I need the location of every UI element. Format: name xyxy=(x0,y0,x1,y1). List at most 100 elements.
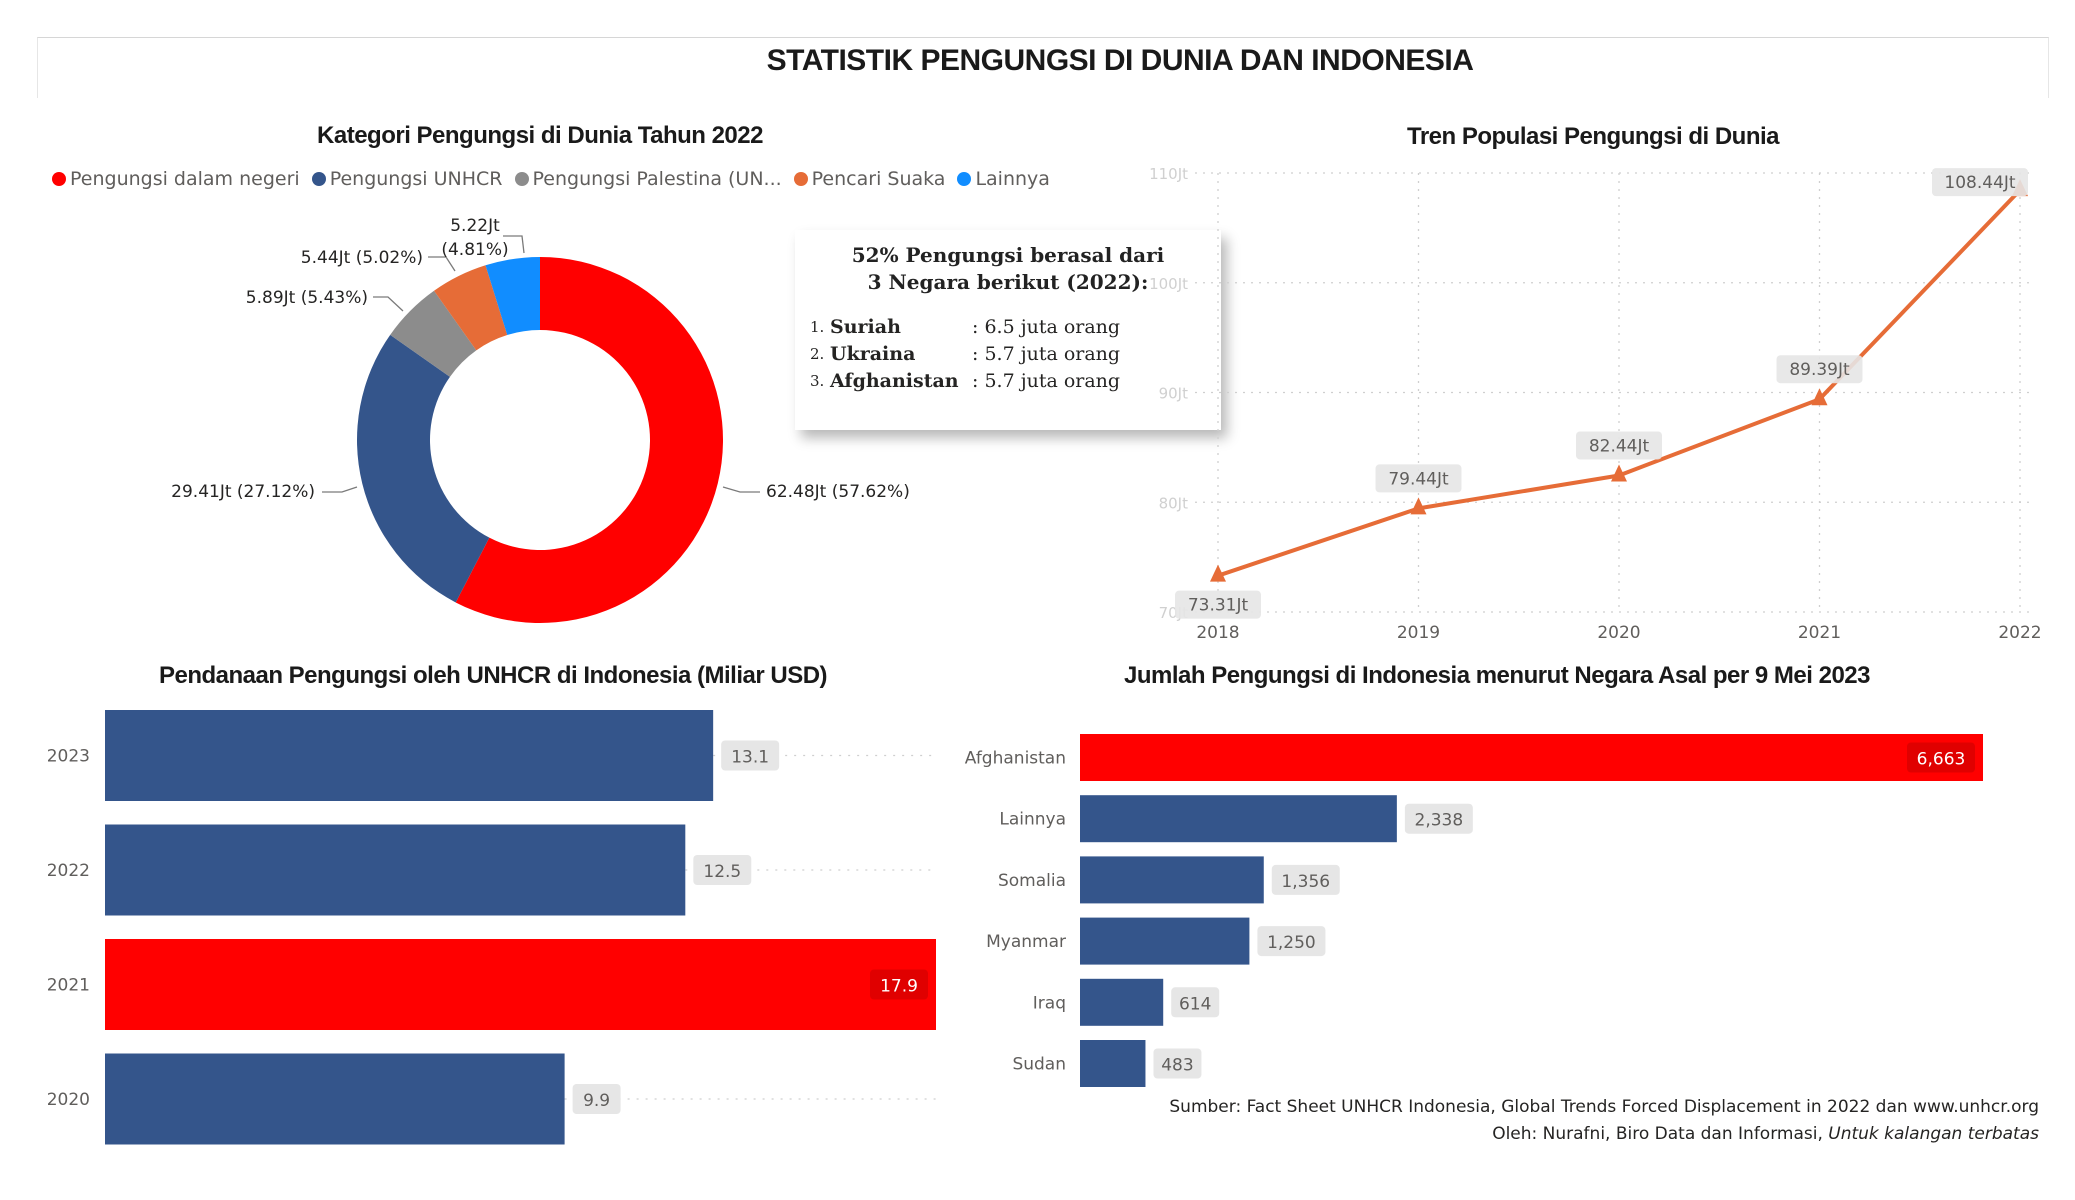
data-point-marker xyxy=(1210,564,1226,582)
data-label: 17.9 xyxy=(880,977,918,997)
callout-item-country: Ukraina xyxy=(830,343,916,365)
x-tick-label: 2022 xyxy=(1998,623,2041,643)
bar xyxy=(1080,795,1397,843)
y-tick-label: 90Jt xyxy=(1159,385,1189,403)
data-label-box xyxy=(572,1084,621,1114)
donut-data-label: (4.81%) xyxy=(441,240,508,260)
donut-slice xyxy=(390,290,477,377)
bar xyxy=(1080,1040,1146,1087)
donut-data-label: 5.89Jt (5.43%) xyxy=(246,288,368,308)
data-label-box xyxy=(1271,864,1340,895)
legend-label: Pengungsi UNHCR xyxy=(329,168,503,190)
leader-line xyxy=(373,296,404,312)
x-tick-label: 2021 xyxy=(1798,623,1841,643)
category-label: Sudan xyxy=(1012,1055,1066,1075)
legend-label: Pengungsi dalam negeri xyxy=(70,168,300,190)
category-label: 2020 xyxy=(47,1090,90,1110)
leader-line xyxy=(503,235,525,254)
data-label: 108.44Jt xyxy=(1944,173,2015,193)
category-label: 2021 xyxy=(47,976,90,996)
bar xyxy=(1080,856,1264,904)
callout-item-country: Afghanistan xyxy=(830,370,959,392)
data-label-box xyxy=(870,969,928,1000)
bar xyxy=(105,939,936,1030)
country-chart-title: Jumlah Pengungsi di Indonesia menurut Ne… xyxy=(1124,662,1871,689)
legend-label: Pencari Suaka xyxy=(811,168,946,190)
legend-label: Pengungsi Palestina (UN... xyxy=(532,168,782,190)
legend-item[interactable]: Pengungsi Palestina (UN... xyxy=(514,168,782,190)
data-label: 82.44Jt xyxy=(1589,436,1650,456)
callout-item-value: : 5.7 juta orang xyxy=(972,343,1121,365)
data-label-box xyxy=(693,855,752,885)
donut-slice xyxy=(455,257,723,623)
callout-item: 1. Suriah : 6.5 juta orang xyxy=(810,314,1221,341)
donut-slice xyxy=(485,257,540,335)
data-label-box xyxy=(1375,464,1462,493)
callout-item-number: 1. xyxy=(810,318,825,336)
bar xyxy=(1080,734,1983,781)
donut-chart-title: Kategori Pengungsi di Dunia Tahun 2022 xyxy=(317,122,763,149)
data-label-box xyxy=(1404,803,1473,834)
data-label: 614 xyxy=(1179,994,1211,1014)
category-label: Iraq xyxy=(1033,993,1066,1013)
donut-data-label: 62.48Jt (57.62%) xyxy=(766,482,910,502)
data-label: 9.9 xyxy=(583,1091,610,1111)
leader-line xyxy=(322,486,358,493)
author-note-italic: Untuk kalangan terbatas xyxy=(1828,1124,2039,1144)
leader-line xyxy=(722,486,760,493)
callout-heading-line2: 3 Negara berikut (2022): xyxy=(867,270,1149,294)
leader-line xyxy=(428,256,456,272)
donut-legend[interactable]: Pengungsi dalam negeri Pengungsi UNHCR Pen… xyxy=(52,168,1050,190)
data-label: 483 xyxy=(1161,1056,1193,1076)
legend-item[interactable]: Pengungsi dalam negeri xyxy=(52,168,300,190)
donut-data-label: 5.44Jt (5.02%) xyxy=(301,248,423,268)
data-label-box xyxy=(1576,431,1662,460)
data-label: 2,338 xyxy=(1415,811,1464,831)
dashboard-frame xyxy=(37,37,2049,98)
data-label-box xyxy=(721,740,780,771)
category-label: Myanmar xyxy=(986,932,1066,952)
data-label: 13.1 xyxy=(731,748,769,768)
legend-item[interactable]: Pengungsi UNHCR xyxy=(311,168,503,190)
page-title: STATISTIK PENGUNGSI DI DUNIA DAN INDONES… xyxy=(766,44,1474,77)
legend-item[interactable]: Pencari Suaka xyxy=(793,168,946,190)
callout-heading-line1: 52% Pengungsi berasal dari xyxy=(851,243,1165,267)
category-label: 2022 xyxy=(47,861,90,881)
legend-dot-icon xyxy=(52,172,66,186)
data-label-box xyxy=(1257,926,1326,957)
data-label: 73.31Jt xyxy=(1188,596,1249,616)
author-text: Oleh: Nurafni, Biro Data dan Informasi, xyxy=(1492,1124,1829,1144)
category-label: 2023 xyxy=(47,747,90,767)
y-tick-label: 80Jt xyxy=(1159,494,1189,512)
data-label-box xyxy=(1932,168,2028,197)
bar xyxy=(105,710,714,801)
x-tick-label: 2018 xyxy=(1196,623,1239,643)
y-tick-label: 100Jt xyxy=(1149,275,1188,293)
callout-item: 2. Ukraina : 5.7 juta orang xyxy=(810,341,1221,368)
data-point-marker xyxy=(1811,388,1828,406)
data-label: 1,356 xyxy=(1281,872,1330,892)
category-label: Lainnya xyxy=(999,810,1066,830)
data-label: 1,250 xyxy=(1267,933,1316,953)
x-tick-label: 2019 xyxy=(1397,623,1440,643)
data-label-box xyxy=(1776,355,1863,384)
data-label: 89.39Jt xyxy=(1789,360,1850,380)
data-label-box xyxy=(1153,1048,1202,1079)
legend-item[interactable]: Lainnya xyxy=(957,168,1050,190)
bar xyxy=(1080,978,1164,1026)
data-label-box xyxy=(1175,590,1261,619)
data-point-marker xyxy=(1611,464,1627,482)
donut-slice xyxy=(356,334,490,603)
callout-item-country: Suriah xyxy=(830,316,901,338)
bar xyxy=(105,824,686,916)
callout-item-number: 3. xyxy=(810,372,825,390)
source-note: Sumber: Fact Sheet UNHCR Indonesia, Glob… xyxy=(1169,1097,2039,1117)
donut-data-label: 5.22Jt xyxy=(450,216,500,236)
callout-item: 3. Afghanistan : 5.7 juta orang xyxy=(810,368,1221,395)
callout-item-value: : 5.7 juta orang xyxy=(972,370,1121,392)
legend-dot-icon xyxy=(957,172,972,186)
